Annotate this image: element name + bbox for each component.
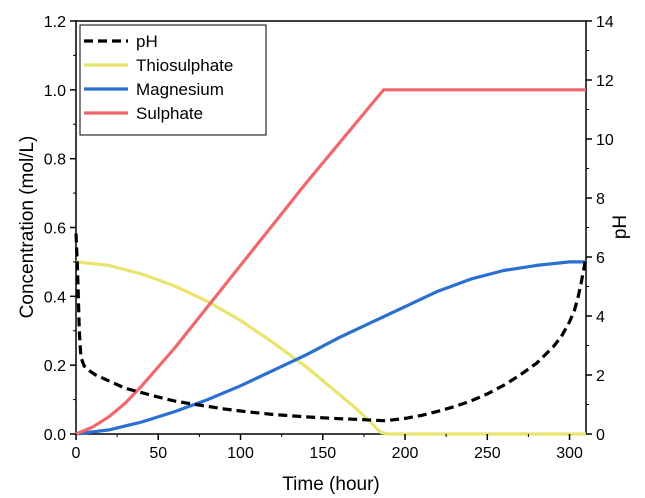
y-left-tick-label: 0.2 <box>44 358 66 375</box>
legend-label-thiosulphate: Thiosulphate <box>136 56 233 75</box>
y-right-tick-label: 8 <box>596 191 605 208</box>
y-left-tick-label: 0.0 <box>44 427 66 444</box>
y-axis-right: 0 2 4 6 8 10 12 14 <box>586 14 614 444</box>
y-left-tick-label: 0.8 <box>44 152 66 169</box>
y-right-tick-label: 10 <box>596 132 614 149</box>
y-right-tick-label: 4 <box>596 309 605 326</box>
series-line-thiosulphate <box>75 260 586 436</box>
x-tick-label: 300 <box>556 445 583 462</box>
y-left-tick-label: 1.0 <box>44 83 66 100</box>
legend-label-magnesium: Magnesium <box>136 80 224 99</box>
x-tick-label: 0 <box>72 445 81 462</box>
x-axis: 0 50 100 150 200 250 300 <box>72 434 583 462</box>
y-right-tick-label: 14 <box>596 14 614 31</box>
series-line-magnesium <box>75 260 586 436</box>
y-right-tick-label: 2 <box>596 368 605 385</box>
y-axis-left: 0.0 0.2 0.4 0.6 0.8 1.0 1.2 <box>44 14 76 444</box>
x-tick-label: 100 <box>227 445 254 462</box>
y-right-tick-label: 6 <box>596 250 605 267</box>
y-left-tick-label: 1.2 <box>44 14 66 31</box>
legend-label-ph: pH <box>136 32 158 51</box>
legend-label-sulphate: Sulphate <box>136 104 203 123</box>
legend-items: pH Thiosulphate Magnesium Sulphate <box>84 32 233 123</box>
legend-box <box>79 24 267 136</box>
x-tick-label: 200 <box>392 445 419 462</box>
y-axis-left-title: Concentration (mol/L) <box>17 136 38 319</box>
y-right-tick-label: 12 <box>596 73 614 90</box>
x-tick-label: 250 <box>474 445 501 462</box>
y-right-tick-label: 0 <box>596 427 605 444</box>
x-tick-label: 150 <box>309 445 336 462</box>
series-line-sulphate <box>75 88 586 436</box>
y-left-tick-label: 0.6 <box>44 221 66 238</box>
y-axis-right-title: pH <box>610 215 631 239</box>
y-left-tick-label: 0.4 <box>44 289 66 306</box>
legend: pH Thiosulphate Magnesium Sulphate <box>79 24 267 136</box>
series-layer <box>74 88 588 436</box>
x-tick-label: 50 <box>149 445 167 462</box>
x-axis-title: Time (hour) <box>282 474 379 495</box>
